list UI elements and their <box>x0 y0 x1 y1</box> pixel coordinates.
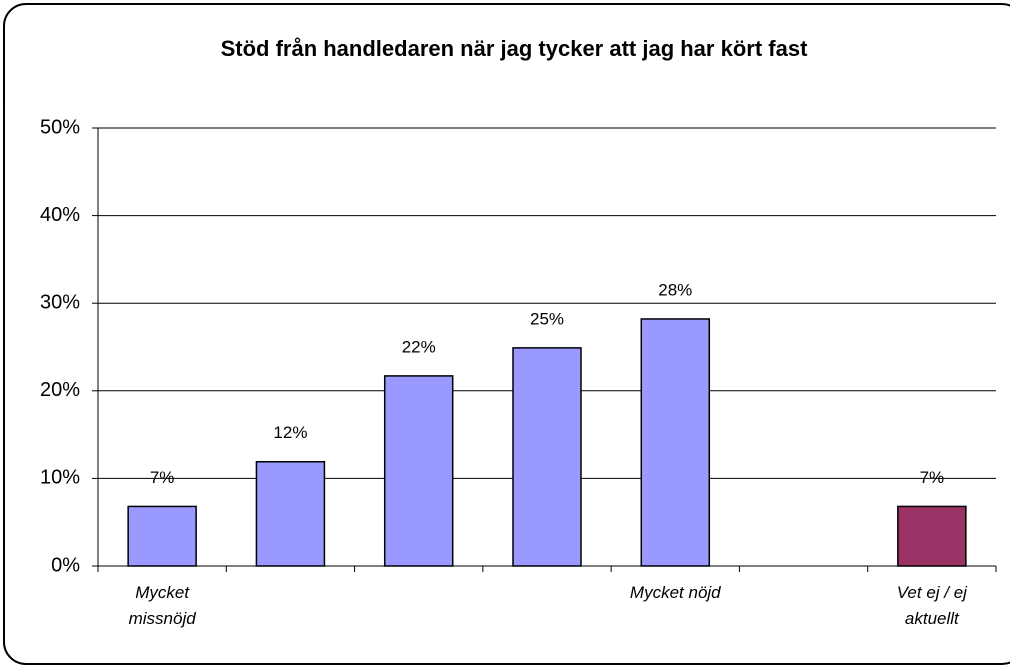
bar <box>127 505 197 567</box>
x-tick-label: Mycket missnöjd <box>128 583 196 628</box>
data-label: 12% <box>273 423 307 442</box>
x-tick-label: Mycket nöjd <box>629 583 721 602</box>
data-label: 22% <box>402 337 436 356</box>
y-tick-label: 20% <box>40 379 80 401</box>
chart-title: Stöd från handledaren när jag tycker att… <box>221 36 808 61</box>
y-tick-label: 50% <box>40 116 80 138</box>
y-tick-label: 0% <box>51 554 80 576</box>
data-label: 7% <box>150 468 175 487</box>
bar <box>255 461 326 567</box>
bar <box>897 505 967 567</box>
y-tick-label: 30% <box>40 291 80 313</box>
data-label: 28% <box>658 280 692 299</box>
data-label: 25% <box>530 309 564 328</box>
y-tick-label: 40% <box>40 204 80 226</box>
bar <box>512 347 582 567</box>
x-tick-label: Vet ej / ej aktuellt <box>896 583 967 628</box>
data-label: 7% <box>920 468 945 487</box>
bar <box>383 375 454 567</box>
y-tick-label: 10% <box>40 467 80 489</box>
bar <box>640 318 711 567</box>
